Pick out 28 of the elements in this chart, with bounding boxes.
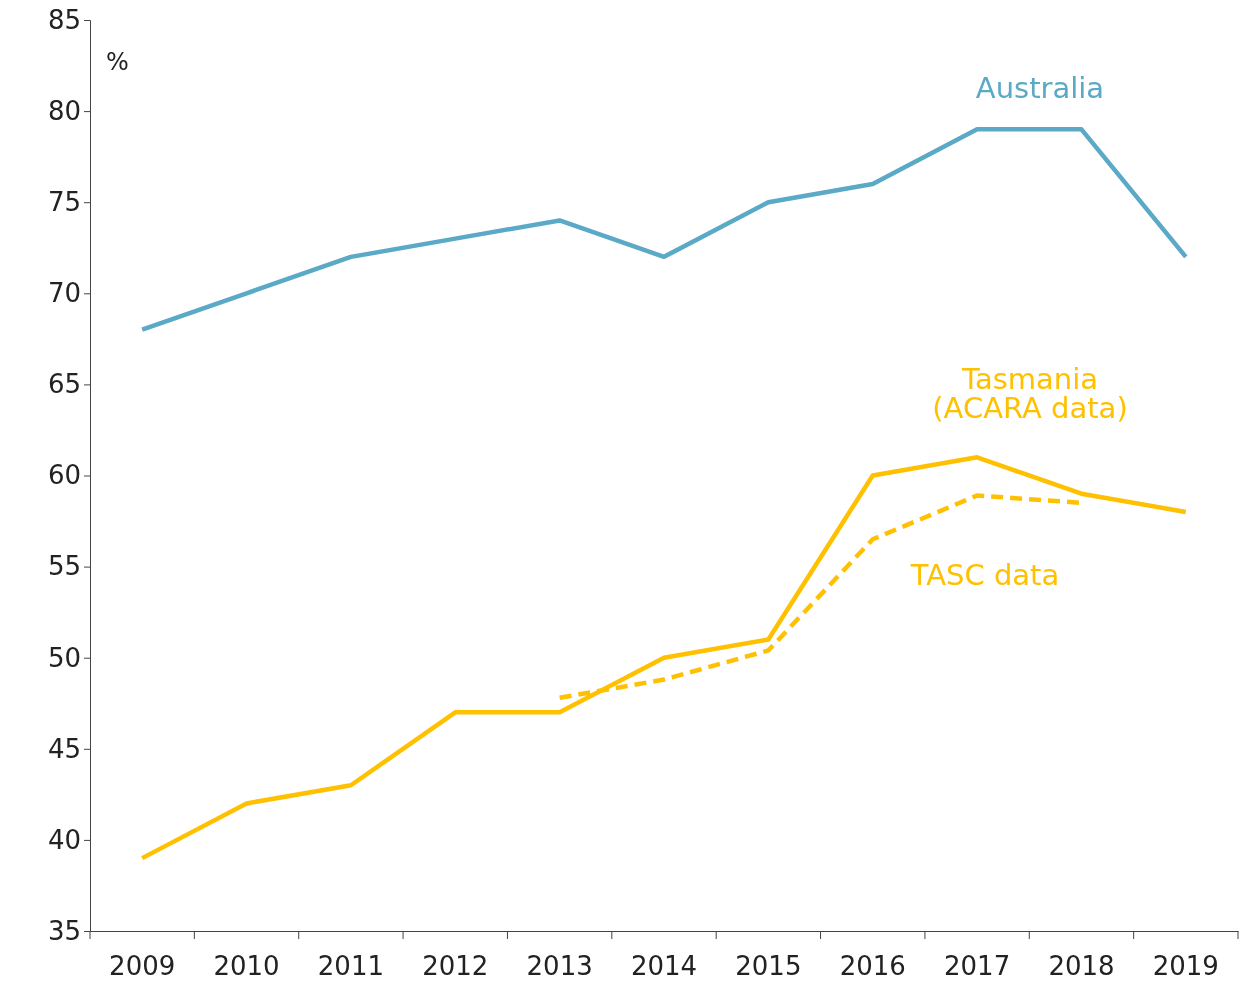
- y-tick-label: 65: [47, 369, 81, 400]
- x-tick-label: 2014: [630, 951, 698, 982]
- y-tick-label: 50: [47, 642, 81, 673]
- y-tick-label: 70: [47, 278, 81, 309]
- y-axis-title: %: [106, 48, 129, 76]
- y-tick-label: 75: [47, 187, 81, 218]
- y-tick-label: 40: [47, 824, 81, 855]
- y-tick-label: 35: [47, 915, 81, 946]
- x-tick-label: 2009: [109, 951, 176, 982]
- y-tick-label: 60: [47, 460, 81, 491]
- x-tick-label: 2017: [944, 951, 1011, 982]
- x-tick-label: 2015: [735, 951, 802, 982]
- x-tick-label: 2019: [1152, 951, 1219, 982]
- x-tick-label: 2016: [839, 951, 906, 982]
- y-tick-label: 55: [47, 551, 81, 582]
- x-tick-label: 2013: [526, 951, 593, 982]
- series-label: Tasmania (ACARA data): [932, 362, 1128, 425]
- line-series: [139, 455, 1189, 861]
- series-label: TASC data: [909, 558, 1060, 592]
- x-tick-label: 2010: [213, 951, 280, 982]
- x-tick-label: 2011: [317, 951, 384, 982]
- y-tick-label: 85: [47, 4, 81, 35]
- x-tick-label: 2012: [422, 951, 489, 982]
- y-tick-label: 80: [47, 95, 81, 126]
- x-tick-label: 2018: [1048, 951, 1115, 982]
- series-label: Australia: [975, 71, 1105, 105]
- y-tick-label: 45: [47, 733, 81, 764]
- line-series: [139, 127, 1189, 332]
